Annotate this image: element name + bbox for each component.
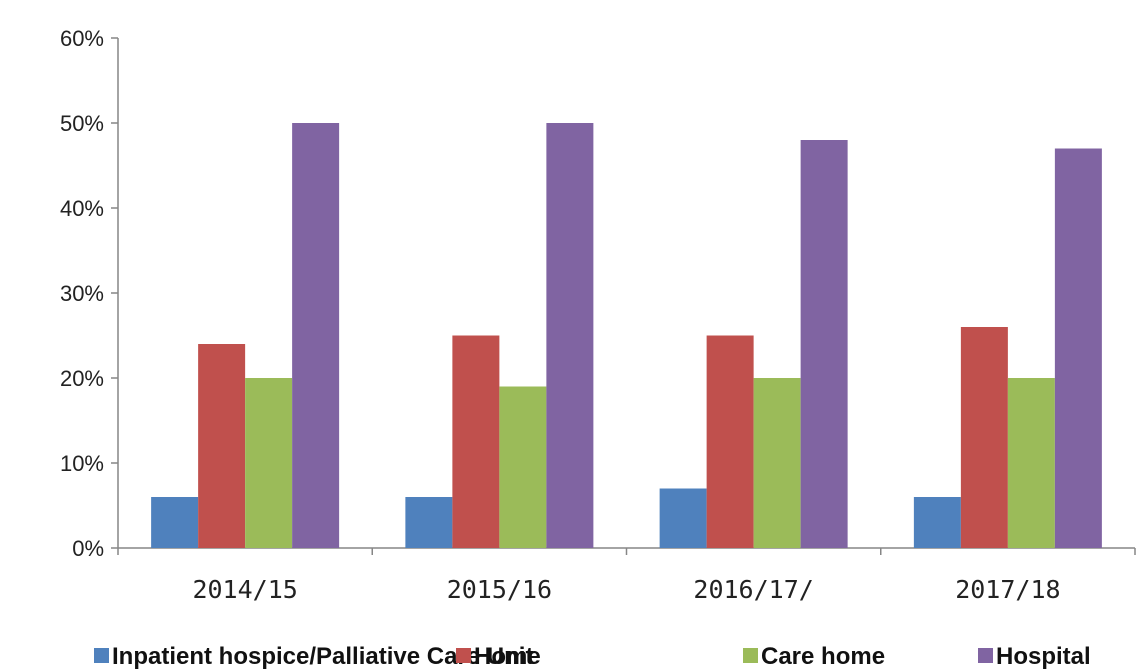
- x-category-label: 2017/18: [955, 575, 1060, 604]
- bar-home-2016-17-: [706, 335, 754, 548]
- bar-home-2017-18: [960, 327, 1008, 548]
- legend: Inpatient hospice/Palliative Care UnitHo…: [94, 643, 1091, 670]
- y-tick-label: 10%: [60, 451, 104, 476]
- bar-inpatient-hospice-palliative-care-unit-2016-17-: [659, 488, 707, 548]
- bar-inpatient-hospice-palliative-care-unit-2017-18: [913, 497, 961, 548]
- y-tick-label: 20%: [60, 366, 104, 391]
- bar-hospital-2017-18: [1054, 148, 1102, 548]
- y-tick-label: 40%: [60, 196, 104, 221]
- bar-hospital-2016-17-: [800, 140, 848, 548]
- legend-label: Home: [474, 643, 541, 670]
- bar-inpatient-hospice-palliative-care-unit-2014-15: [151, 497, 199, 548]
- x-axis: 2014/15 2015/16 2016/17/2017/18: [117, 547, 1136, 604]
- legend-swatch: [456, 648, 471, 663]
- bar-hospital-2014-15: [292, 123, 340, 548]
- legend-item: Care home: [743, 643, 885, 670]
- bars: [151, 123, 1102, 548]
- x-category-label: 2015/16: [447, 575, 552, 604]
- bar-home-2014-15: [198, 344, 246, 548]
- bar-care-home-2016-17-: [753, 378, 801, 548]
- legend-label: Care home: [761, 643, 885, 670]
- legend-item: Hospital: [978, 643, 1091, 670]
- x-category-label: 2016/17/: [693, 575, 813, 604]
- bar-care-home-2017-18: [1007, 378, 1055, 548]
- bar-inpatient-hospice-palliative-care-unit-2015-16: [405, 497, 453, 548]
- legend-swatch: [978, 648, 993, 663]
- legend-item: Home: [456, 643, 541, 670]
- y-tick-label: 60%: [60, 26, 104, 51]
- bar-care-home-2014-15: [245, 378, 293, 548]
- y-axis: 0% 10% 20% 30% 40% 50% 60%: [60, 26, 119, 561]
- y-tick-label: 50%: [60, 111, 104, 136]
- y-tick-label: 30%: [60, 281, 104, 306]
- x-category-label: 2014/15: [192, 575, 297, 604]
- bar-hospital-2015-16: [546, 123, 594, 548]
- y-tick-label: 0%: [72, 536, 104, 561]
- legend-swatch: [94, 648, 109, 663]
- legend-label: Hospital: [996, 643, 1091, 670]
- legend-swatch: [743, 648, 758, 663]
- bar-care-home-2015-16: [499, 386, 547, 548]
- bar-home-2015-16: [452, 335, 500, 548]
